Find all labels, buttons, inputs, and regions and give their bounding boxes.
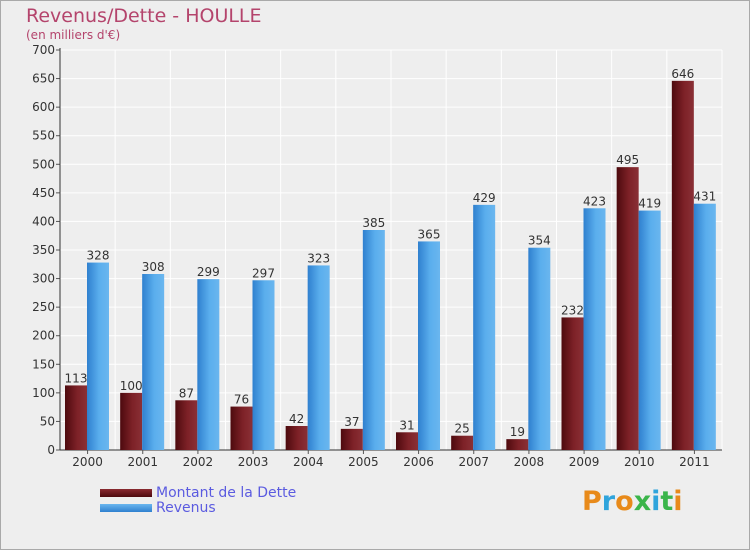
y-tick-label: 150: [32, 357, 55, 371]
data-label: 354: [528, 234, 551, 248]
data-label: 365: [418, 227, 441, 241]
y-tick-label: 550: [32, 129, 55, 143]
bar-dette: [561, 317, 584, 450]
data-label: 25: [455, 422, 470, 436]
bar-revenus: [693, 203, 716, 450]
bar-revenus: [142, 274, 165, 450]
bar-dette: [671, 80, 694, 450]
x-tick-label: 2001: [127, 455, 158, 469]
data-label: 385: [362, 216, 385, 230]
data-label: 495: [616, 153, 639, 167]
bar-dette: [285, 426, 308, 450]
bar-dette: [451, 435, 474, 450]
y-tick-label: 600: [32, 100, 55, 114]
bars: [65, 80, 716, 450]
x-tick-label: 2003: [238, 455, 269, 469]
x-tick-label: 2006: [403, 455, 434, 469]
bar-revenus: [528, 247, 551, 450]
x-tick-label: 2000: [72, 455, 103, 469]
bar-dette: [175, 400, 198, 450]
logo-letter: P: [582, 486, 602, 517]
proxiti-logo: Proxiti: [582, 486, 683, 517]
data-label: 100: [120, 379, 143, 393]
data-label: 429: [473, 191, 496, 205]
data-label: 328: [87, 249, 110, 263]
bar-revenus: [583, 208, 606, 450]
data-label: 31: [399, 418, 414, 432]
logo-letter: r: [601, 486, 616, 517]
y-tick-label: 250: [32, 300, 55, 314]
bar-revenus: [418, 241, 440, 450]
logo-letter: i: [651, 486, 661, 517]
bar-dette: [506, 439, 529, 450]
x-tick-label: 2011: [679, 455, 710, 469]
data-labels: 113 328 100 308 87 299 76 297 42 323 37 385 31 365 25 4…: [65, 67, 717, 439]
bar-revenus: [197, 279, 220, 450]
bar-revenus: [638, 210, 661, 450]
x-tick-label: 2010: [624, 455, 655, 469]
data-label: 76: [234, 393, 249, 407]
logo-letter: x: [633, 486, 652, 517]
chart-subtitle: (en milliers d'€): [26, 28, 121, 42]
bar-dette: [396, 432, 418, 450]
data-label: 37: [344, 415, 359, 429]
y-tick-label: 400: [32, 214, 55, 228]
data-label: 297: [252, 266, 275, 280]
y-tick-label: 50: [40, 414, 55, 428]
data-label: 113: [65, 371, 88, 385]
y-tick-label: 300: [32, 272, 55, 286]
y-tick-label: 500: [32, 157, 55, 171]
bar-revenus: [362, 230, 385, 450]
bar-revenus: [307, 265, 330, 450]
bar-revenus: [252, 280, 275, 450]
data-label: 323: [307, 251, 330, 265]
data-label: 42: [289, 412, 304, 426]
x-tick-label: 2002: [183, 455, 214, 469]
y-tick-label: 0: [47, 443, 55, 457]
x-tick-label: 2009: [569, 455, 600, 469]
data-label: 308: [142, 260, 165, 274]
axes: 0 50 100 150 200 250 300 350 400 450 500 550 600 650 7…: [32, 43, 722, 469]
bar-dette: [230, 406, 253, 450]
y-tick-label: 350: [32, 243, 55, 257]
chart-title: Revenus/Dette - HOULLE: [26, 5, 262, 27]
legend-swatch-debt: [100, 489, 152, 497]
data-label: 87: [179, 386, 194, 400]
y-tick-label: 450: [32, 186, 55, 200]
x-tick-label: 2008: [514, 455, 545, 469]
y-tick-label: 650: [32, 72, 55, 86]
data-label: 299: [197, 265, 220, 279]
bar-dette: [65, 385, 87, 450]
data-label: 232: [561, 303, 584, 317]
bar-dette: [340, 428, 363, 450]
y-tick-label: 200: [32, 329, 55, 343]
data-label: 419: [638, 197, 661, 211]
bar-dette: [120, 392, 143, 450]
logo-letter: o: [615, 486, 634, 517]
bar-dette: [616, 167, 639, 450]
legend-label-debt: Montant de la Dette: [156, 485, 297, 501]
data-label: 19: [510, 425, 525, 439]
x-tick-label: 2007: [458, 455, 489, 469]
legend-label-revenue: Revenus: [156, 500, 216, 516]
grid-lines: [59, 49, 723, 451]
logo-letter: t: [660, 486, 674, 517]
x-tick-label: 2004: [293, 455, 324, 469]
legend-swatch-revenue: [100, 504, 152, 512]
data-label: 431: [693, 190, 716, 204]
bar-revenus: [87, 262, 109, 450]
bar-revenus: [473, 204, 496, 450]
data-label: 646: [671, 67, 694, 81]
x-tick-label: 2005: [348, 455, 379, 469]
data-label: 423: [583, 194, 606, 208]
logo-letter: i: [673, 486, 683, 517]
y-tick-label: 700: [32, 43, 55, 57]
y-tick-label: 100: [32, 386, 55, 400]
